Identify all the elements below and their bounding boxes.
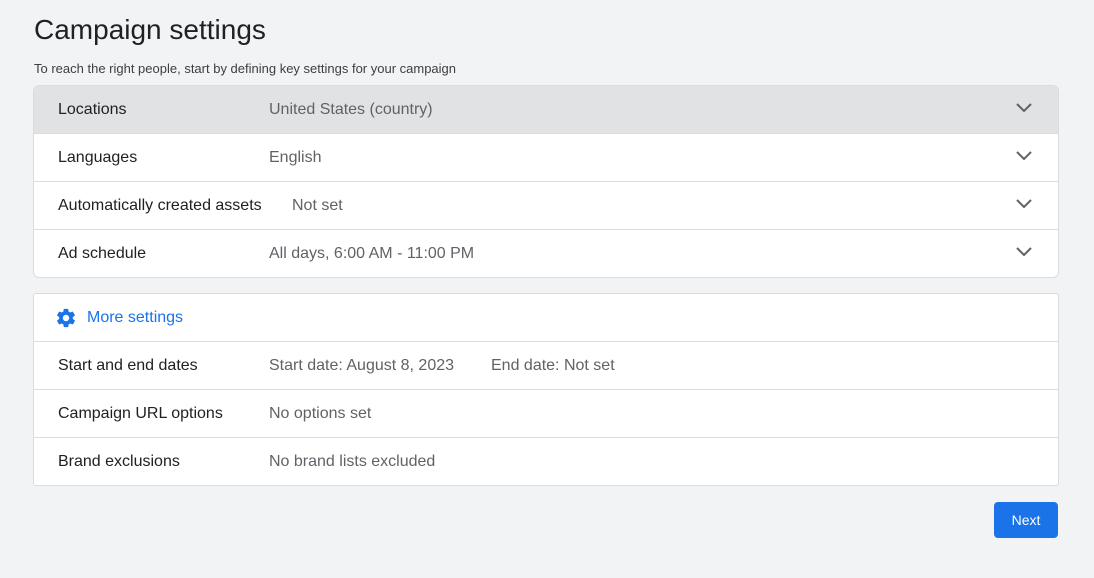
next-button[interactable]: Next [994,502,1058,538]
gear-icon [57,308,75,327]
setting-value: English [269,148,322,166]
setting-value: All days, 6:00 AM - 11:00 PM [269,244,475,262]
more-settings-toggle[interactable]: More settings [34,294,1058,341]
page-subtitle: To reach the right people, start by defi… [34,61,457,76]
setting-row-languages[interactable]: Languages English [34,133,1058,181]
page-title: Campaign settings [34,14,266,45]
more-settings-label: More settings [87,308,184,326]
setting-value: No options set [269,404,372,422]
chevron-down-icon[interactable] [1016,199,1032,209]
setting-label: Languages [58,148,138,166]
setting-row-url-options[interactable]: Campaign URL options No options set [34,389,1058,437]
setting-label: Ad schedule [58,244,147,262]
setting-label: Brand exclusions [58,452,180,470]
setting-row-ad-schedule[interactable]: Ad schedule All days, 6:00 AM - 11:00 PM [34,229,1058,277]
chevron-down-icon[interactable] [1016,103,1032,113]
key-settings-card: Locations United States (country) Langua… [33,85,1059,278]
setting-label: Locations [58,100,127,118]
more-settings-card: More settings Start and end dates Start … [33,293,1059,486]
setting-label: Start and end dates [58,356,198,374]
end-date-value: End date: Not set [491,356,615,374]
setting-row-brand-exclusions[interactable]: Brand exclusions No brand lists excluded [34,437,1058,485]
setting-row-dates[interactable]: Start and end dates Start date: August 8… [34,341,1058,389]
setting-row-auto-assets[interactable]: Automatically created assets Not set [34,181,1058,229]
setting-value: United States (country) [269,100,433,118]
setting-label: Campaign URL options [58,404,223,422]
setting-value: No brand lists excluded [269,452,436,470]
setting-value: Not set [292,196,343,214]
start-date-value: Start date: August 8, 2023 [269,356,455,374]
setting-label: Automatically created assets [58,196,262,214]
chevron-down-icon[interactable] [1016,151,1032,161]
chevron-down-icon[interactable] [1016,247,1032,257]
setting-row-locations[interactable]: Locations United States (country) [34,86,1058,133]
